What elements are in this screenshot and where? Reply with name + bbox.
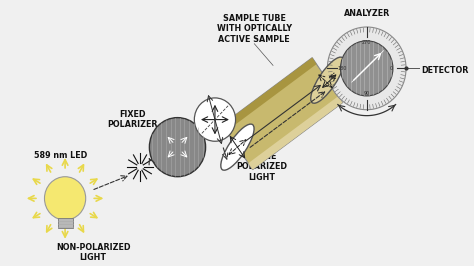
Text: DETECTOR: DETECTOR <box>421 66 468 75</box>
Text: 0: 0 <box>390 66 392 71</box>
Circle shape <box>45 177 86 220</box>
Circle shape <box>328 27 406 110</box>
Text: ANALYZER: ANALYZER <box>344 9 390 18</box>
Circle shape <box>194 98 236 141</box>
Text: 589 nm LED: 589 nm LED <box>34 151 87 160</box>
Ellipse shape <box>221 124 254 170</box>
Text: NON-POLARIZED
LIGHT: NON-POLARIZED LIGHT <box>56 243 130 262</box>
Circle shape <box>149 118 206 177</box>
Polygon shape <box>222 58 317 131</box>
Ellipse shape <box>311 57 344 103</box>
Text: PLANE
POLARIZED
LIGHT: PLANE POLARIZED LIGHT <box>237 152 287 182</box>
Text: 90: 90 <box>364 92 370 97</box>
Text: 270: 270 <box>362 40 372 45</box>
Polygon shape <box>222 58 343 170</box>
Text: 180: 180 <box>337 66 347 71</box>
Polygon shape <box>248 96 343 170</box>
Text: FIXED
POLARIZER: FIXED POLARIZER <box>107 110 158 129</box>
Circle shape <box>340 41 393 96</box>
Text: SAMPLE TUBE
WITH OPTICALLY
ACTIVE SAMPLE: SAMPLE TUBE WITH OPTICALLY ACTIVE SAMPLE <box>217 14 292 44</box>
FancyBboxPatch shape <box>58 218 73 228</box>
